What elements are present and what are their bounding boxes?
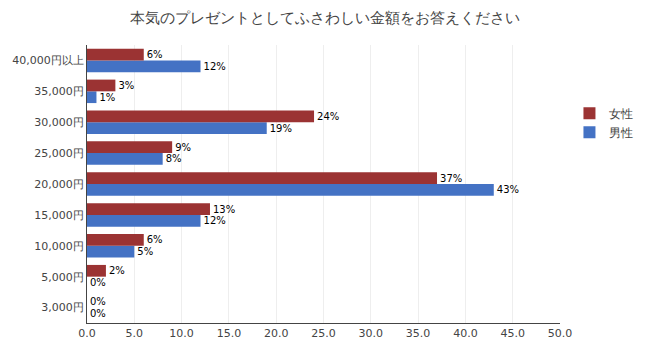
svg-text:5.0: 5.0 xyxy=(126,327,144,340)
svg-text:43%: 43% xyxy=(497,184,519,195)
svg-text:2%: 2% xyxy=(109,265,125,276)
svg-text:30.0: 30.0 xyxy=(359,327,384,340)
svg-text:24%: 24% xyxy=(317,111,339,122)
svg-text:12%: 12% xyxy=(204,215,226,226)
svg-text:40.0: 40.0 xyxy=(453,327,478,340)
svg-text:3,000円: 3,000円 xyxy=(41,301,84,314)
svg-text:8%: 8% xyxy=(166,153,182,164)
svg-text:13%: 13% xyxy=(213,204,235,215)
svg-text:6%: 6% xyxy=(147,234,163,245)
svg-text:3%: 3% xyxy=(118,80,134,91)
svg-text:35,000円: 35,000円 xyxy=(34,85,84,98)
svg-text:20.0: 20.0 xyxy=(264,327,289,340)
svg-text:5%: 5% xyxy=(137,246,153,257)
svg-text:男性: 男性 xyxy=(609,126,633,140)
svg-text:37%: 37% xyxy=(440,173,462,184)
svg-text:35.0: 35.0 xyxy=(406,327,431,340)
svg-text:5,000円: 5,000円 xyxy=(41,271,84,284)
svg-text:45.0: 45.0 xyxy=(500,327,525,340)
svg-text:0.0: 0.0 xyxy=(78,327,96,340)
svg-text:25,000円: 25,000円 xyxy=(34,147,84,160)
svg-text:1%: 1% xyxy=(99,92,115,103)
svg-text:0%: 0% xyxy=(90,308,106,319)
svg-text:20,000円: 20,000円 xyxy=(34,178,84,191)
svg-text:6%: 6% xyxy=(147,49,163,60)
svg-text:15.0: 15.0 xyxy=(217,327,242,340)
svg-text:10.0: 10.0 xyxy=(169,327,194,340)
svg-text:15,000円: 15,000円 xyxy=(34,209,84,222)
svg-text:9%: 9% xyxy=(175,142,191,153)
svg-text:50.0: 50.0 xyxy=(548,327,573,340)
svg-text:19%: 19% xyxy=(270,123,292,134)
svg-text:12%: 12% xyxy=(204,61,226,72)
svg-text:女性: 女性 xyxy=(609,107,633,121)
svg-text:0%: 0% xyxy=(90,277,106,288)
svg-text:30,000円: 30,000円 xyxy=(34,116,84,129)
svg-text:本気のプレゼントとしてふさわしい金額をお答えください: 本気のプレゼントとしてふさわしい金額をお答えください xyxy=(130,9,520,27)
svg-text:40,000円以上: 40,000円以上 xyxy=(12,54,84,67)
svg-text:0%: 0% xyxy=(90,296,106,307)
svg-text:10,000円: 10,000円 xyxy=(34,240,84,253)
svg-text:25.0: 25.0 xyxy=(311,327,336,340)
